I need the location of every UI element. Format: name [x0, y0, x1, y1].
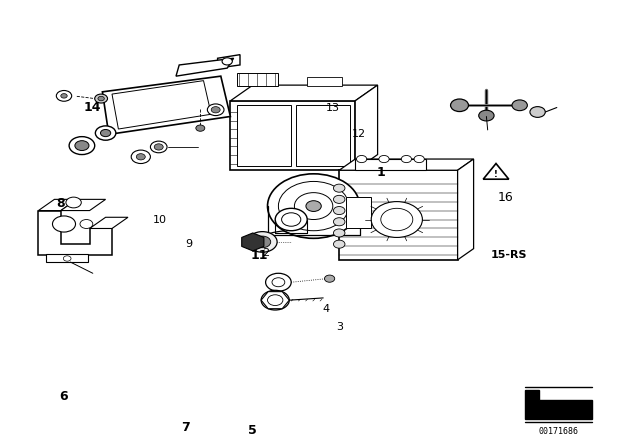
- Circle shape: [324, 275, 335, 282]
- Polygon shape: [176, 58, 234, 76]
- Circle shape: [56, 90, 72, 101]
- Polygon shape: [339, 159, 474, 170]
- Circle shape: [261, 290, 289, 310]
- Polygon shape: [525, 390, 592, 419]
- Circle shape: [333, 218, 345, 226]
- Circle shape: [272, 278, 285, 287]
- Polygon shape: [355, 85, 378, 170]
- Circle shape: [150, 141, 167, 153]
- Polygon shape: [483, 164, 509, 179]
- Bar: [46, 254, 88, 262]
- Text: 3: 3: [336, 322, 342, 332]
- Circle shape: [69, 137, 95, 155]
- Circle shape: [61, 94, 67, 98]
- Polygon shape: [102, 76, 230, 134]
- Text: 12: 12: [351, 129, 365, 139]
- Circle shape: [333, 229, 345, 237]
- Circle shape: [222, 58, 232, 65]
- Text: 00171686: 00171686: [538, 427, 578, 436]
- Circle shape: [451, 99, 468, 112]
- Text: 7: 7: [181, 421, 190, 435]
- Polygon shape: [230, 85, 378, 101]
- Polygon shape: [218, 55, 240, 68]
- Text: 6: 6: [60, 390, 68, 403]
- Circle shape: [333, 184, 345, 192]
- Circle shape: [530, 107, 545, 117]
- Bar: [346, 197, 371, 228]
- Circle shape: [248, 232, 277, 252]
- Text: 14: 14: [84, 101, 102, 114]
- Text: 8: 8: [56, 197, 65, 211]
- Circle shape: [131, 150, 150, 164]
- Circle shape: [66, 197, 81, 208]
- Polygon shape: [261, 292, 289, 309]
- Bar: [296, 105, 350, 166]
- Text: 5: 5: [248, 423, 257, 437]
- Circle shape: [479, 110, 494, 121]
- Circle shape: [379, 155, 389, 163]
- Circle shape: [356, 155, 367, 163]
- Text: 2: 2: [262, 248, 269, 258]
- Circle shape: [294, 193, 333, 220]
- Circle shape: [371, 202, 422, 237]
- Text: 11: 11: [250, 249, 268, 262]
- Circle shape: [75, 141, 89, 151]
- Circle shape: [414, 155, 424, 163]
- Circle shape: [63, 256, 71, 261]
- Text: 4: 4: [323, 304, 330, 314]
- Circle shape: [254, 236, 271, 248]
- Circle shape: [207, 104, 224, 116]
- Circle shape: [333, 240, 345, 248]
- Circle shape: [275, 208, 307, 231]
- Text: 15-RS: 15-RS: [490, 250, 527, 260]
- Circle shape: [196, 125, 205, 131]
- Circle shape: [266, 273, 291, 291]
- Polygon shape: [90, 217, 128, 228]
- Polygon shape: [112, 81, 211, 129]
- Circle shape: [278, 181, 349, 231]
- Circle shape: [80, 220, 93, 228]
- Circle shape: [268, 174, 360, 238]
- Bar: [237, 105, 291, 166]
- Text: 16: 16: [498, 190, 513, 204]
- Bar: [339, 170, 458, 260]
- Circle shape: [306, 201, 321, 211]
- Text: 1: 1: [376, 166, 385, 179]
- Text: 13: 13: [326, 103, 340, 112]
- Text: !: !: [494, 170, 498, 179]
- Circle shape: [95, 94, 108, 103]
- Circle shape: [100, 129, 111, 137]
- Circle shape: [282, 213, 301, 226]
- Polygon shape: [61, 199, 106, 211]
- Bar: [355, 159, 426, 170]
- Circle shape: [333, 207, 345, 215]
- Circle shape: [136, 154, 145, 160]
- Polygon shape: [38, 211, 112, 255]
- Text: 9: 9: [185, 239, 193, 249]
- Circle shape: [98, 96, 104, 101]
- Circle shape: [512, 100, 527, 111]
- Circle shape: [95, 126, 116, 140]
- Polygon shape: [458, 159, 474, 260]
- Circle shape: [268, 295, 283, 306]
- Circle shape: [211, 107, 220, 113]
- Polygon shape: [242, 233, 264, 251]
- Circle shape: [52, 216, 76, 232]
- Bar: [237, 73, 278, 86]
- Text: 10: 10: [153, 215, 167, 224]
- Circle shape: [381, 208, 413, 231]
- Circle shape: [154, 144, 163, 150]
- Bar: [307, 77, 342, 86]
- Bar: [230, 101, 355, 170]
- Polygon shape: [38, 199, 77, 211]
- Circle shape: [401, 155, 412, 163]
- Circle shape: [333, 195, 345, 203]
